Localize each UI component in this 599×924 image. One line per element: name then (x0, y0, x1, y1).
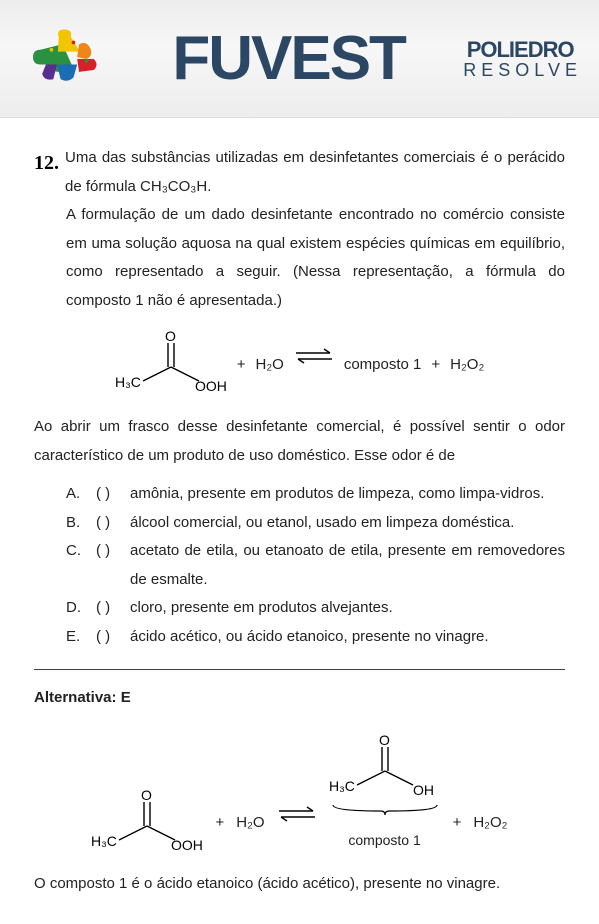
header: FUVEST POLIEDRO RESOLVE (0, 0, 599, 118)
option-c: C. ( ) acetato de etila, ou etanoato de … (66, 537, 565, 594)
acetic-acid-structure: H₃C O OH (329, 733, 441, 799)
h2o: H₂O (255, 351, 283, 396)
acetic-acid-wrap: H₃C O OH composto 1 (329, 733, 441, 854)
answer-label: Alternativa: E (34, 684, 565, 713)
h2o2-b: H₂O₂ (473, 809, 507, 854)
peracid-structure-2: H₃C O OOH (91, 788, 203, 854)
option-a: A. ( ) amônia, presente em produtos de l… (66, 480, 565, 509)
equilibrium-arrow-2 (277, 805, 317, 854)
equation1: H₃C O OOH + H₂O composto 1 + H₂O₂ (34, 329, 565, 395)
divider (34, 669, 565, 670)
option-d: D. ( ) cloro, presente em produtos alvej… (66, 594, 565, 623)
question-number: 12. (34, 144, 59, 201)
equilibrium-arrow (294, 347, 334, 396)
composto1-label: composto 1 (329, 827, 441, 854)
svg-text:O: O (141, 788, 152, 803)
svg-text:OH: OH (413, 782, 434, 798)
poliedro-line1: POLIEDRO (463, 39, 577, 61)
poliedro-line2: RESOLVE (463, 61, 577, 79)
question-para2: A formulação de um dado desinfetante enc… (66, 201, 565, 315)
poliedro-resolve: POLIEDRO RESOLVE (463, 39, 577, 79)
option-e: E. ( ) ácido acético, ou ácido etanoico,… (66, 623, 565, 652)
question-para3: Ao abrir um frasco desse desinfetante co… (34, 413, 565, 470)
brace-icon (329, 803, 441, 817)
h2o-b: H₂O (236, 809, 264, 854)
svg-text:O: O (165, 329, 176, 344)
composto1: composto 1 (344, 351, 422, 396)
plus2b: + (453, 809, 462, 854)
options-list: A. ( ) amônia, presente em produtos de l… (66, 480, 565, 651)
content: 12. Uma das substâncias utilizadas em de… (0, 118, 599, 924)
puzzle-logo (22, 22, 114, 96)
svg-text:H₃C: H₃C (115, 374, 141, 390)
plus1: + (237, 351, 246, 396)
svg-text:OOH: OOH (195, 378, 227, 394)
equation2: H₃C O OOH + H₂O (34, 733, 565, 854)
svg-text:H₃C: H₃C (91, 833, 117, 849)
svg-text:H₃C: H₃C (329, 778, 355, 794)
svg-text:OOH: OOH (171, 837, 203, 853)
plus1b: + (215, 809, 224, 854)
fuvest-wordmark: FUVEST (134, 28, 443, 90)
h2o2: H₂O₂ (450, 351, 484, 396)
question-head: 12. Uma das substâncias utilizadas em de… (34, 144, 565, 201)
svg-text:O: O (379, 733, 390, 748)
peracid-structure: H₃C O OOH (115, 329, 227, 395)
conclusion: O composto 1 é o ácido etanoico (ácido a… (34, 870, 565, 899)
plus2: + (431, 351, 440, 396)
question-para1: Uma das substâncias utilizadas em desinf… (65, 144, 565, 201)
option-b: B. ( ) álcool comercial, ou etanol, usad… (66, 509, 565, 538)
